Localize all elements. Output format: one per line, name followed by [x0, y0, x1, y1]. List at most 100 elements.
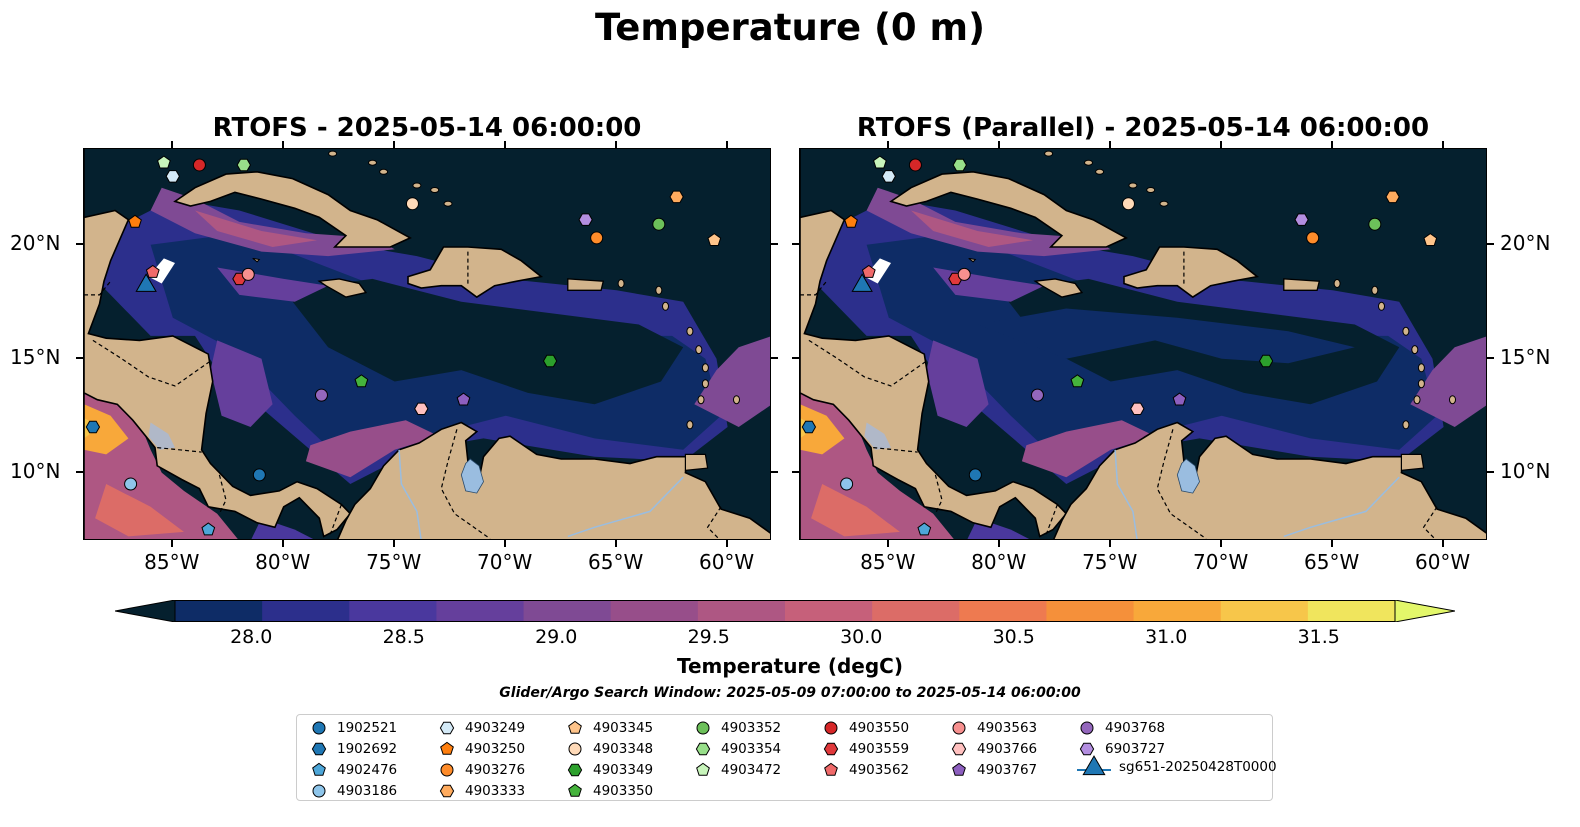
- country-border: [329, 504, 342, 535]
- legend-entry: 4903250: [437, 739, 525, 759]
- island-land: [1413, 395, 1421, 405]
- argo-float-marker: [669, 190, 684, 204]
- island-land: [1333, 279, 1341, 288]
- legend-label: 4903352: [721, 720, 782, 736]
- colorbar-segment: [1220, 600, 1309, 622]
- legend-label: 4902476: [337, 762, 398, 778]
- circle-marker-icon: [312, 721, 326, 735]
- legend-label: 4903550: [849, 720, 910, 736]
- island-land: [617, 279, 625, 288]
- island-land: [1402, 326, 1410, 336]
- lon-tick-label: 70°W: [477, 550, 533, 574]
- argo-float-marker: [165, 170, 180, 183]
- argo-float-marker: [405, 197, 419, 211]
- tick-mark: [281, 540, 284, 547]
- island-land: [1411, 345, 1419, 355]
- hexagon-marker-icon: [439, 721, 455, 735]
- legend-entry: 4903562: [821, 760, 909, 780]
- island-land: [1095, 168, 1105, 175]
- tick-mark: [725, 540, 728, 547]
- map-canvas: [84, 149, 770, 539]
- tick-mark: [170, 540, 173, 547]
- country-border: [1422, 506, 1438, 539]
- island-land: [1146, 187, 1156, 193]
- legend-entry: 4903249: [437, 718, 525, 738]
- tick-mark: [792, 470, 799, 473]
- argo-float-marker: [241, 267, 255, 281]
- argo-float-marker: [128, 214, 142, 228]
- glider-marker: [851, 273, 873, 292]
- argo-float-marker: [192, 158, 206, 172]
- country-border: [92, 339, 211, 387]
- tick-mark: [771, 470, 778, 473]
- pentagon-marker-icon: [312, 762, 326, 776]
- tick-mark: [1487, 470, 1494, 473]
- jamaica-land: [1033, 278, 1084, 298]
- tick-mark: [725, 141, 728, 148]
- legend-label: 4903472: [721, 762, 782, 778]
- argo-float-marker: [201, 522, 216, 536]
- argo-float-marker: [1030, 388, 1044, 402]
- sst-band: [305, 420, 440, 478]
- lake-nicaragua: [864, 422, 891, 450]
- colorbar-segment: [1307, 600, 1396, 622]
- island-land: [1159, 200, 1169, 207]
- colorbar-segment: [523, 600, 612, 622]
- colorbar-frame: [174, 600, 1396, 622]
- legend-label: sg651-20250428T0000: [1119, 759, 1277, 775]
- island-land: [1378, 301, 1385, 311]
- colorbar-segment: [872, 600, 960, 622]
- river: [567, 476, 684, 538]
- legend-label: 4903563: [977, 720, 1038, 736]
- sst-band: [811, 484, 900, 537]
- country-border: [440, 429, 491, 539]
- lon-tick-label: 85°W: [860, 550, 916, 574]
- legend-entry: 4902476: [309, 760, 397, 780]
- tick-mark: [76, 242, 83, 245]
- island-land: [412, 182, 422, 189]
- glider-marker: [135, 273, 157, 292]
- sst-band: [926, 340, 989, 427]
- legend-entry: 4903333: [437, 781, 525, 801]
- puerto-rico-land: [567, 278, 605, 291]
- island-land: [701, 363, 709, 373]
- country-border: [800, 280, 828, 296]
- circle-marker-icon: [952, 721, 966, 735]
- argo-float-marker: [1172, 392, 1187, 406]
- country-border: [706, 506, 722, 539]
- legend-entry: 4903345: [565, 718, 653, 738]
- tick-mark: [771, 356, 778, 359]
- sst-band: [210, 340, 273, 427]
- jamaica-land: [317, 278, 368, 298]
- legend-label: 4903559: [849, 741, 910, 757]
- hexagon-marker-icon: [439, 784, 455, 798]
- circle-marker-icon: [312, 784, 326, 798]
- hexagon-marker-icon: [1079, 742, 1095, 756]
- legend-entry: 4903563: [949, 718, 1037, 738]
- hexagon-marker-icon: [695, 742, 711, 756]
- colorbar-label: Temperature (degC): [677, 654, 903, 678]
- tick-mark: [1330, 141, 1333, 148]
- river: [1114, 449, 1138, 539]
- island-land: [1402, 420, 1410, 430]
- lat-tick-label: 10°N: [1500, 458, 1551, 483]
- colorbar-segment: [1133, 600, 1222, 622]
- country-border: [218, 474, 227, 514]
- island-land: [733, 395, 740, 405]
- tick-mark: [281, 141, 284, 148]
- tick-mark: [1108, 540, 1111, 547]
- lon-tick-label: 70°W: [1193, 550, 1249, 574]
- legend-label: 4903354: [721, 741, 782, 757]
- argo-float-marker: [314, 388, 328, 402]
- legend-label: 4903766: [977, 741, 1038, 757]
- circle-marker-icon: [1080, 721, 1094, 735]
- lon-tick-label: 60°W: [1414, 550, 1471, 574]
- argo-float-marker: [578, 213, 593, 226]
- sst-band: [1410, 336, 1486, 427]
- island-land: [697, 395, 705, 405]
- colorbar-segment: [697, 600, 786, 622]
- figure-title: Temperature (0 m): [594, 6, 986, 49]
- argo-float-marker: [1368, 217, 1382, 231]
- sst-band: [1021, 420, 1156, 478]
- tick-mark: [1219, 540, 1222, 547]
